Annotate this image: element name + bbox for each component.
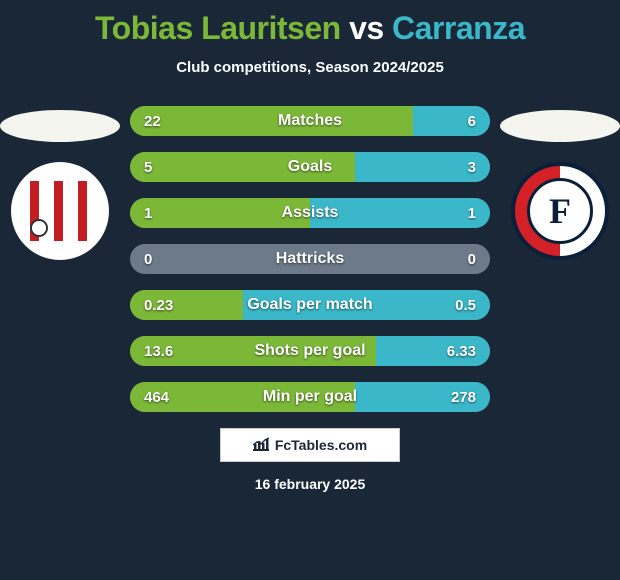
stat-label-layer: 464Min per goal278	[130, 382, 490, 412]
watermark-badge: FcTables.com	[220, 428, 400, 462]
stat-label-layer: 0.23Goals per match0.5	[130, 290, 490, 320]
club-left-column	[0, 106, 120, 260]
sparta-stripes	[30, 181, 90, 241]
stat-name: Shots per goal	[130, 342, 490, 360]
stat-value-right: 6.33	[447, 343, 476, 360]
comparison-content: F 22Matches65Goals31Assists10Hattricks00…	[0, 106, 620, 412]
stat-name: Min per goal	[130, 388, 490, 406]
stat-value-right: 3	[468, 159, 476, 176]
stat-label-layer: 1Assists1	[130, 198, 490, 228]
stat-value-left: 0	[144, 251, 152, 268]
player2-ellipse	[500, 110, 620, 142]
stat-value-left: 1	[144, 205, 152, 222]
date-label: 16 february 2025	[0, 476, 620, 492]
stat-row: 22Matches6	[130, 106, 490, 136]
stat-value-right: 6	[468, 113, 476, 130]
stat-row: 13.6Shots per goal6.33	[130, 336, 490, 366]
chart-icon	[253, 437, 269, 454]
player1-ellipse	[0, 110, 120, 142]
stat-name: Goals	[130, 158, 490, 176]
stat-row: 0Hattricks0	[130, 244, 490, 274]
stat-label-layer: 22Matches6	[130, 106, 490, 136]
stat-name: Matches	[130, 112, 490, 130]
feyenoord-badge-icon: F	[511, 162, 609, 260]
stat-bars: 22Matches6 5Goals3 1Assists1 0Hattricks0 0.2…	[130, 106, 490, 412]
player2-name: Carranza	[392, 10, 525, 46]
watermark-text: FcTables.com	[275, 437, 367, 453]
stat-value-right: 278	[451, 389, 476, 406]
stat-value-left: 22	[144, 113, 161, 130]
title-separator: vs	[349, 10, 384, 46]
stat-value-right: 0.5	[455, 297, 476, 314]
feyenoord-letter: F	[527, 178, 593, 244]
stat-row: 464Min per goal278	[130, 382, 490, 412]
page-title: Tobias Lauritsen vs Carranza	[0, 0, 620, 47]
stat-row: 0.23Goals per match0.5	[130, 290, 490, 320]
sparta-badge-icon	[11, 162, 109, 260]
stat-label-layer: 5Goals3	[130, 152, 490, 182]
stat-label-layer: 13.6Shots per goal6.33	[130, 336, 490, 366]
player1-name: Tobias Lauritsen	[95, 10, 341, 46]
stat-name: Goals per match	[130, 296, 490, 314]
club-right-column: F	[500, 106, 620, 260]
stat-value-left: 13.6	[144, 343, 173, 360]
stat-name: Assists	[130, 204, 490, 222]
stat-label-layer: 0Hattricks0	[130, 244, 490, 274]
stat-value-left: 5	[144, 159, 152, 176]
stat-value-right: 0	[468, 251, 476, 268]
subtitle: Club competitions, Season 2024/2025	[0, 59, 620, 76]
stat-value-left: 464	[144, 389, 169, 406]
stat-row: 1Assists1	[130, 198, 490, 228]
stat-name: Hattricks	[130, 250, 490, 268]
stat-value-left: 0.23	[144, 297, 173, 314]
stat-row: 5Goals3	[130, 152, 490, 182]
stat-value-right: 1	[468, 205, 476, 222]
